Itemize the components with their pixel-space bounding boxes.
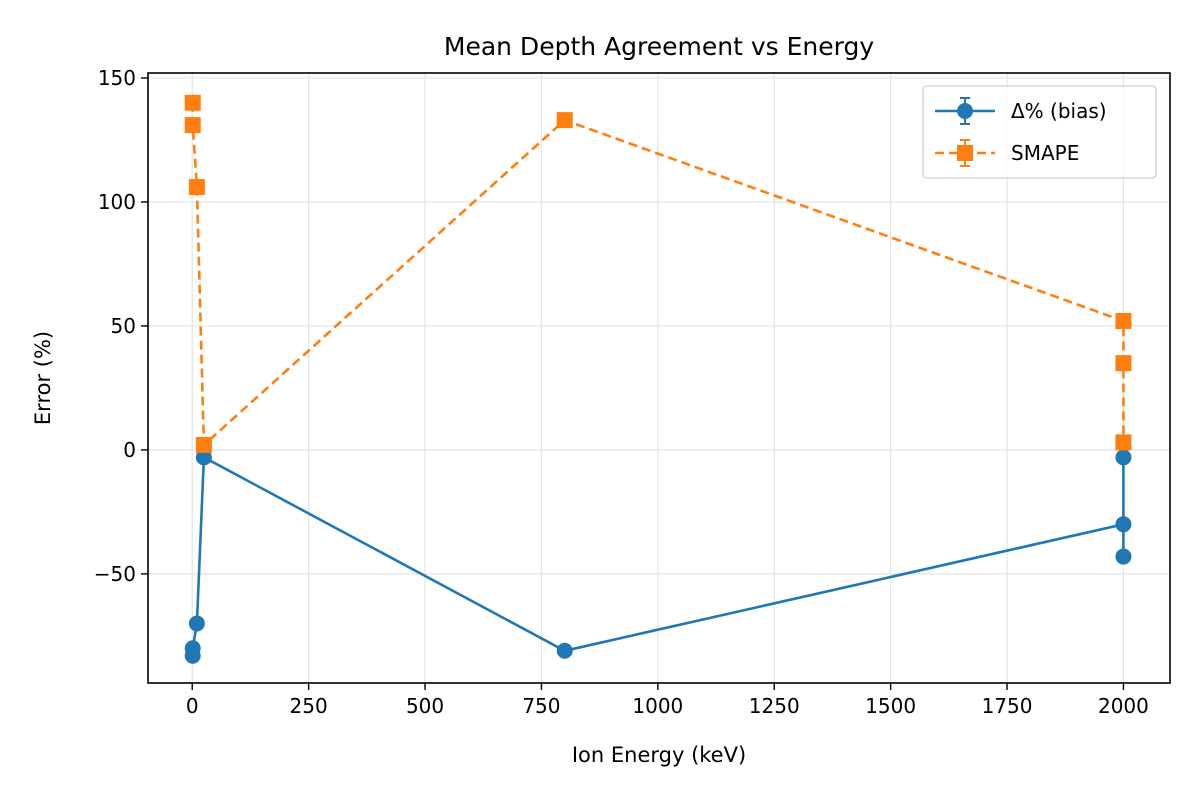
x-tick-label: 1750	[982, 694, 1033, 718]
data-point-square	[1115, 312, 1132, 329]
chart-title: Mean Depth Agreement vs Energy	[444, 32, 874, 61]
x-tick-label: 1500	[865, 694, 916, 718]
x-axis-label: Ion Energy (keV)	[572, 743, 746, 767]
y-axis-label: Error (%)	[31, 331, 55, 425]
data-point-square	[1115, 434, 1132, 451]
y-tick-label: 0	[123, 438, 136, 462]
y-tick-label: 100	[98, 190, 136, 214]
data-point-square	[188, 179, 205, 196]
x-tick-label: 500	[406, 694, 444, 718]
legend-marker-circle	[957, 103, 973, 119]
data-point-square	[556, 112, 573, 129]
axis-ticks: 0 250 500 750 1000 1250 1500 1750 2000 −50 0 50 100 1…	[94, 66, 1149, 718]
data-point-circle	[556, 642, 573, 659]
legend-label-1: SMAPE	[1011, 141, 1079, 165]
data-point-square	[1115, 355, 1132, 372]
x-tick-label: 1000	[632, 694, 683, 718]
y-tick-label: 150	[98, 66, 136, 90]
data-point-square	[184, 117, 201, 134]
x-tick-label: 250	[290, 694, 328, 718]
data-point-square	[195, 436, 212, 453]
x-tick-label: 2000	[1098, 694, 1149, 718]
data-point-square	[184, 94, 201, 111]
legend: Δ% (bias) SMAPE	[922, 85, 1157, 179]
data-point-circle	[184, 640, 201, 657]
legend-box	[922, 85, 1157, 179]
x-tick-label: 0	[186, 694, 199, 718]
plot-frame	[147, 72, 1171, 684]
data-point-circle	[1115, 516, 1132, 533]
y-tick-label: 50	[111, 314, 136, 338]
x-tick-label: 750	[522, 694, 560, 718]
data-point-circle	[195, 449, 212, 466]
plot-area	[184, 94, 1132, 664]
grid	[148, 73, 1170, 683]
legend-label-0: Δ% (bias)	[1011, 99, 1107, 123]
x-tick-label: 1250	[749, 694, 800, 718]
data-point-circle	[1115, 449, 1132, 466]
y-tick-label: −50	[94, 562, 136, 586]
data-point-circle	[1115, 548, 1132, 565]
legend-marker-square	[957, 145, 973, 161]
data-point-circle	[188, 615, 205, 632]
